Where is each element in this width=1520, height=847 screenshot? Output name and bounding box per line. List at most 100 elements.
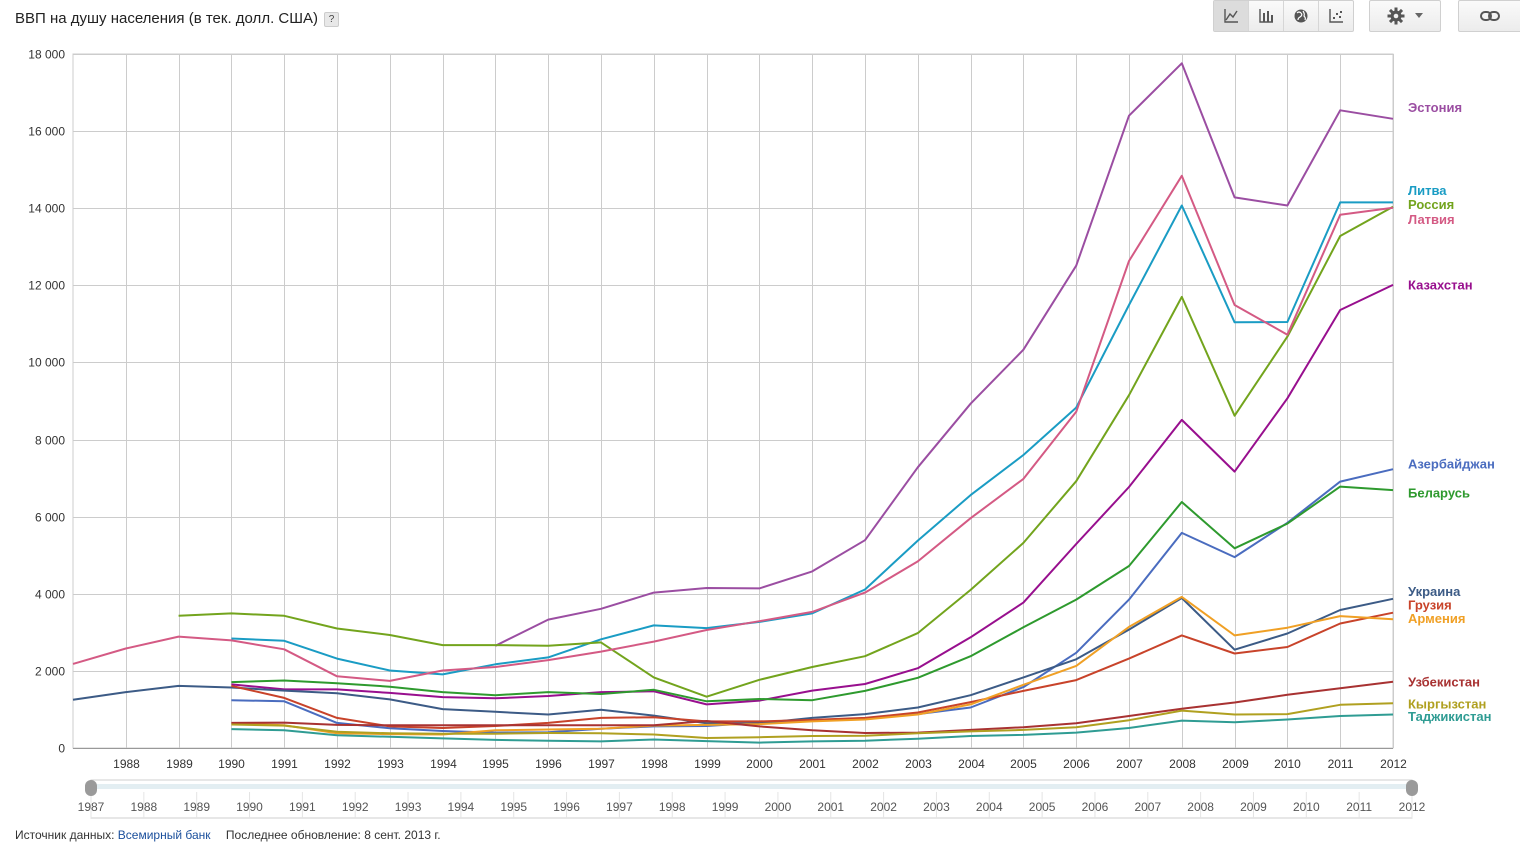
x-tick-label: 1988 xyxy=(113,757,140,771)
legend-label[interactable]: Казахстан xyxy=(1408,277,1473,292)
slider-year-label: 1994 xyxy=(448,800,475,814)
slider-year-label: 2005 xyxy=(1029,800,1056,814)
x-tick-label: 2010 xyxy=(1274,757,1301,771)
legend-label[interactable]: Латвия xyxy=(1408,212,1455,227)
legend-label[interactable]: Россия xyxy=(1408,197,1454,212)
chart-type-toolbar xyxy=(1213,0,1354,32)
x-tick-label: 1989 xyxy=(166,757,193,771)
link-button[interactable] xyxy=(1458,0,1520,32)
y-tick-label: 14 000 xyxy=(28,202,65,216)
y-tick-label: 12 000 xyxy=(28,279,65,293)
legend-label[interactable]: Беларусь xyxy=(1408,486,1470,501)
x-tick-label: 1990 xyxy=(218,757,245,771)
slider-year-label: 1996 xyxy=(553,800,580,814)
x-tick-label: 2001 xyxy=(799,757,826,771)
x-tick-label: 2011 xyxy=(1328,757,1354,771)
slider-year-label: 1995 xyxy=(500,800,527,814)
scatter-chart-button[interactable] xyxy=(1319,1,1353,31)
bar-chart-button[interactable] xyxy=(1249,1,1284,31)
slider-selected-range xyxy=(91,784,1412,789)
map-chart-button[interactable] xyxy=(1284,1,1319,31)
x-tick-label: 1996 xyxy=(535,757,562,771)
x-tick-label: 1994 xyxy=(430,757,457,771)
settings-menu-button[interactable] xyxy=(1369,0,1441,32)
scatter-chart-icon xyxy=(1329,9,1343,23)
legend-label[interactable]: Таджикистан xyxy=(1408,709,1491,724)
x-tick-label: 1991 xyxy=(271,757,298,771)
x-tick-label: 2000 xyxy=(746,757,773,771)
y-tick-label: 0 xyxy=(58,742,65,756)
slider-year-label: 1993 xyxy=(395,800,422,814)
series-line[interactable] xyxy=(72,174,1394,682)
x-tick-label: 2004 xyxy=(958,757,985,771)
slider-year-label: 2002 xyxy=(870,800,897,814)
y-tick-label: 18 000 xyxy=(28,48,65,62)
legend-label[interactable]: Узбекистан xyxy=(1408,674,1480,689)
bar-chart-icon xyxy=(1259,9,1273,23)
gear-icon xyxy=(1387,7,1405,25)
series-line[interactable] xyxy=(231,485,1394,703)
slider-year-label: 2003 xyxy=(923,800,950,814)
slider-year-label: 1992 xyxy=(342,800,369,814)
slider-year-label: 1997 xyxy=(606,800,633,814)
series-line[interactable] xyxy=(178,205,1394,698)
x-tick-label: 2002 xyxy=(852,757,879,771)
slider-year-label: 2004 xyxy=(976,800,1003,814)
x-tick-label: 2009 xyxy=(1222,757,1249,771)
slider-year-label: 2008 xyxy=(1187,800,1214,814)
y-tick-label: 4 000 xyxy=(35,588,65,602)
x-tick-label: 2007 xyxy=(1116,757,1143,771)
slider-year-label: 2011 xyxy=(1346,800,1372,814)
globe-map-icon xyxy=(1294,9,1308,23)
time-range-slider[interactable]: 1987 1988 1989 1990 1991 1992 1993 1994 1995 1996… xyxy=(78,779,1426,819)
legend-label[interactable]: Литва xyxy=(1408,183,1447,198)
x-tick-label: 1999 xyxy=(694,757,721,771)
link-icon xyxy=(1480,11,1500,21)
legend-label[interactable]: Грузия xyxy=(1408,597,1452,612)
slider-year-label: 2009 xyxy=(1240,800,1267,814)
slider-year-label: 1991 xyxy=(289,800,316,814)
x-tick-label: 2006 xyxy=(1063,757,1090,771)
slider-year-label: 2007 xyxy=(1134,800,1161,814)
series-line[interactable] xyxy=(231,702,1394,739)
slider-end-handle[interactable] xyxy=(1406,780,1418,796)
y-tick-label: 6 000 xyxy=(35,511,65,525)
series-line[interactable] xyxy=(231,680,1394,734)
source-link[interactable]: Всемирный банк xyxy=(117,828,211,842)
legend-label[interactable]: Армения xyxy=(1408,611,1465,626)
x-tick-label: 2005 xyxy=(1010,757,1037,771)
legend-label[interactable]: Кыргызстан xyxy=(1408,696,1486,711)
source-label: Источник данных: xyxy=(15,828,115,842)
footer: Источник данных: Всемирный банк Последне… xyxy=(15,828,441,842)
x-tick-label: 1993 xyxy=(377,757,404,771)
legend-label[interactable]: Азербайджан xyxy=(1408,457,1495,472)
help-button[interactable]: ? xyxy=(323,12,339,27)
chart-title: ВВП на душу населения (в тек. долл. США) xyxy=(15,10,318,27)
series-line[interactable] xyxy=(231,611,1394,729)
y-tick-label: 8 000 xyxy=(35,434,65,448)
series-line[interactable] xyxy=(231,713,1394,744)
series-line[interactable] xyxy=(231,283,1394,706)
slider-year-label: 1999 xyxy=(712,800,739,814)
slider-year-label: 1987 xyxy=(78,800,105,814)
y-tick-label: 10 000 xyxy=(28,356,65,370)
slider-year-label: 2012 xyxy=(1399,800,1426,814)
y-tick-label: 16 000 xyxy=(28,125,65,139)
slider-start-handle[interactable] xyxy=(85,780,97,796)
x-tick-label: 1992 xyxy=(324,757,351,771)
slider-year-label: 2000 xyxy=(765,800,792,814)
line-chart-icon xyxy=(1224,9,1238,23)
chevron-down-icon xyxy=(1415,13,1423,18)
x-tick-label: 2012 xyxy=(1380,757,1407,771)
x-tick-label: 1995 xyxy=(482,757,509,771)
y-tick-label: 2 000 xyxy=(35,665,65,679)
x-tick-label: 2008 xyxy=(1169,757,1196,771)
slider-year-label: 1990 xyxy=(236,800,263,814)
legend-label[interactable]: Украина xyxy=(1408,584,1461,599)
series-line[interactable] xyxy=(494,62,1394,647)
line-chart-button[interactable] xyxy=(1214,1,1249,31)
legend-label[interactable]: Эстония xyxy=(1408,100,1462,115)
series-line[interactable] xyxy=(72,597,1394,725)
x-tick-label: 1998 xyxy=(641,757,668,771)
